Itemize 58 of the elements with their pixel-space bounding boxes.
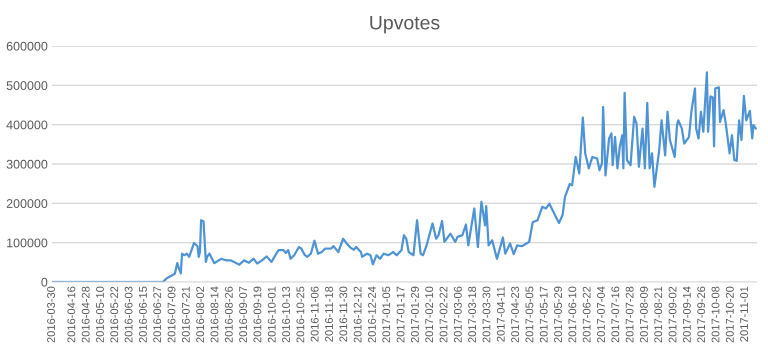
x-tick-label: 2016-05-22	[110, 286, 118, 342]
x-tick-label: 2017-05-17	[540, 286, 548, 342]
x-tick-label: 2017-01-05	[382, 286, 390, 342]
x-tick-label: 2016-11-06	[310, 286, 319, 342]
x-tick-label: 2017-05-05	[525, 286, 534, 342]
x-tick-label: 2017-10-08	[712, 286, 720, 342]
x-tick-label: 2016-09-19	[253, 286, 262, 342]
chart-title: Upvotes	[370, 16, 440, 34]
x-tick-label: 2017-03-06	[454, 286, 462, 342]
x-tick-label: 2016-10-13	[282, 286, 290, 342]
y-tick-label: 300000	[6, 160, 48, 169]
x-tick-label: 2017-07-16	[611, 286, 620, 342]
x-tick-label: 2017-03-18	[468, 286, 476, 342]
x-tick-label: 2017-05-29	[554, 286, 562, 342]
x-tick-label: 2017-10-20	[726, 286, 734, 342]
x-tick-label: 2017-06-22	[582, 286, 591, 342]
x-tick-label: 2017-06-10	[568, 286, 576, 342]
x-tick-label: 2017-02-10	[425, 286, 434, 342]
y-tick-label: 100000	[7, 238, 48, 248]
x-tick-label: 2017-07-28	[626, 286, 634, 342]
x-tick-label: 2017-07-04	[597, 286, 605, 342]
x-tick-label: 2017-09-14	[682, 286, 691, 342]
y-tick-label: 500000	[6, 81, 48, 90]
line-series	[52, 71, 757, 282]
x-tick-label: 2016-04-28	[82, 286, 90, 342]
x-tick-label: 2016-11-18	[325, 286, 333, 342]
x-tick-label: 2016-05-10	[96, 286, 104, 342]
x-tick-label: 2016-08-02	[196, 286, 204, 342]
x-tick-label: 2017-09-02	[668, 286, 676, 342]
x-tick-label: 2016-07-21	[182, 286, 190, 342]
x-tick-label: 2016-07-09	[168, 286, 176, 342]
x-tick-label: 2016-08-14	[210, 286, 218, 342]
x-tick-label: 2017-01-29	[410, 286, 419, 342]
x-tick-label: 2016-09-07	[239, 286, 248, 342]
x-tick-label: 2016-06-03	[124, 286, 133, 342]
x-tick-label: 2017-02-22	[440, 286, 448, 342]
x-tick-label: 2017-01-17	[396, 286, 404, 342]
x-tick-label: 2016-06-27	[153, 286, 162, 342]
x-tick-label: 2016-12-24	[368, 286, 376, 342]
y-tick-label: 0	[41, 278, 48, 287]
x-tick-label: 2017-08-21	[654, 286, 662, 342]
x-tick-label: 2016-10-01	[268, 286, 276, 342]
x-tick-label: 2016-08-26	[224, 286, 233, 342]
x-tick-label: 2016-11-30	[339, 286, 348, 342]
x-tick-label: 2017-08-09	[640, 286, 648, 342]
x-tick-label: 2016-04-16	[67, 286, 76, 342]
x-tick-label: 2017-04-11	[496, 286, 505, 342]
x-tick-label: 2016-10-25	[296, 286, 304, 342]
x-tick-label: 2016-06-15	[138, 286, 147, 342]
y-tick-label: 200000	[6, 199, 48, 208]
x-tick-label: 2017-09-26	[697, 286, 706, 342]
x-tick-label: 2016-03-30	[47, 286, 55, 342]
x-tick-label: 2017-03-30	[482, 286, 490, 342]
x-tick-label: 2017-11-01	[740, 286, 748, 342]
y-tick-label: 400000	[6, 120, 48, 130]
y-tick-label: 600000	[6, 42, 48, 51]
x-tick-label: 2017-04-23	[511, 286, 520, 342]
x-tick-label: 2016-12-12	[354, 286, 362, 342]
